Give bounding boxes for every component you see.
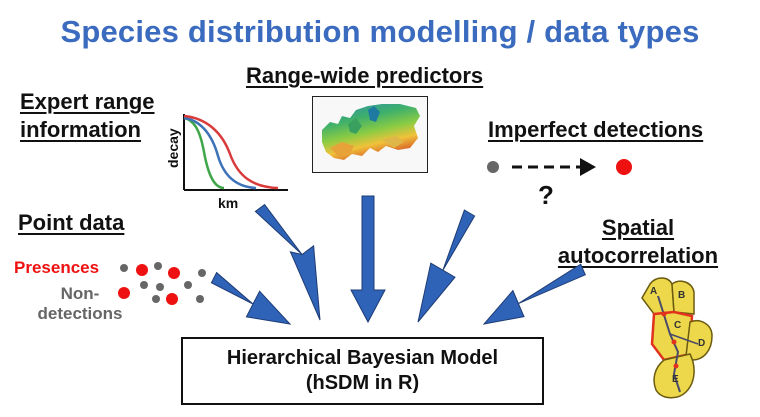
km-axis-label: km xyxy=(218,195,238,211)
non-detections-label-line1: Non- xyxy=(60,284,100,303)
map-region xyxy=(368,106,380,122)
point-scatter xyxy=(118,262,206,305)
cell-label-d: D xyxy=(698,338,705,349)
decay-curve-blue xyxy=(183,116,257,190)
cell-label-a: A xyxy=(650,286,657,297)
decay-axis-label: decay xyxy=(165,128,181,168)
non-detection-point xyxy=(198,269,206,277)
imperfect-detection-graphic: ? xyxy=(487,158,632,210)
expert-range-heading-line1: Expert range xyxy=(20,89,155,114)
presence-point xyxy=(118,287,130,299)
cell-label-e: E xyxy=(672,374,679,385)
arrow-point-to-model xyxy=(210,271,292,325)
non-detection-point xyxy=(184,281,192,289)
arrow-predictors-to-model xyxy=(350,195,386,324)
uncertainty-question-mark: ? xyxy=(538,180,554,210)
non-detections-label-line2: detections xyxy=(37,304,123,323)
map-region xyxy=(382,136,404,148)
europe-predictor-map xyxy=(312,96,428,173)
point-data-heading: Point data xyxy=(18,210,125,235)
expert-range-heading-line2: information xyxy=(20,117,141,142)
river-branch xyxy=(669,333,699,345)
arrow-expert-to-model xyxy=(254,203,321,321)
presences-label: Presences xyxy=(14,258,100,277)
site-dot xyxy=(673,363,679,369)
decay-curves-plot: decay km xyxy=(165,114,288,211)
site-dot xyxy=(671,339,677,345)
presence-dot xyxy=(616,159,632,175)
arrow-spatial-to-model xyxy=(482,263,586,325)
dashed-arrow-head xyxy=(580,158,596,176)
range-wide-heading: Range-wide predictors xyxy=(246,63,484,88)
map-region xyxy=(330,142,354,156)
river-line xyxy=(657,295,681,393)
decay-curve-green xyxy=(183,116,225,190)
spatial-heading-line1: Spatial xyxy=(601,215,675,240)
non-detection-point xyxy=(156,283,164,291)
non-detection-point xyxy=(152,295,160,303)
non-detections-label: Non- detections xyxy=(20,284,140,324)
non-detection-dot xyxy=(487,161,499,173)
cell-d xyxy=(685,320,713,361)
cell-label-b: B xyxy=(678,290,685,301)
site-dot xyxy=(661,311,667,317)
spatial-heading-line2: autocorrelation xyxy=(557,243,719,268)
map-region xyxy=(348,118,362,134)
decay-curve-red xyxy=(183,114,279,190)
model-title: Hierarchical Bayesian Model xyxy=(226,347,499,369)
non-detection-point xyxy=(140,281,148,289)
imperfect-detections-heading: Imperfect detections xyxy=(488,117,704,142)
arrow-detections-to-model xyxy=(417,209,476,323)
presence-point xyxy=(136,264,148,276)
presence-point xyxy=(166,293,178,305)
non-detection-point xyxy=(120,264,128,272)
model-subtitle: (hSDM in R) xyxy=(305,372,420,394)
spatial-autocorrelation-heading: Spatial autocorrelation xyxy=(540,214,736,270)
expert-range-heading: Expert range information xyxy=(20,88,155,144)
cell-b xyxy=(671,280,695,315)
spatial-cells-map: A B C D E xyxy=(641,277,713,399)
diagram-title: Species distribution modelling / data ty… xyxy=(60,14,700,49)
cell-label-c: C xyxy=(674,320,681,331)
non-detection-point xyxy=(154,262,162,270)
presence-point xyxy=(168,267,180,279)
hierarchical-model-box: Hierarchical Bayesian Model (hSDM in R) xyxy=(181,337,544,405)
non-detection-point xyxy=(196,295,204,303)
